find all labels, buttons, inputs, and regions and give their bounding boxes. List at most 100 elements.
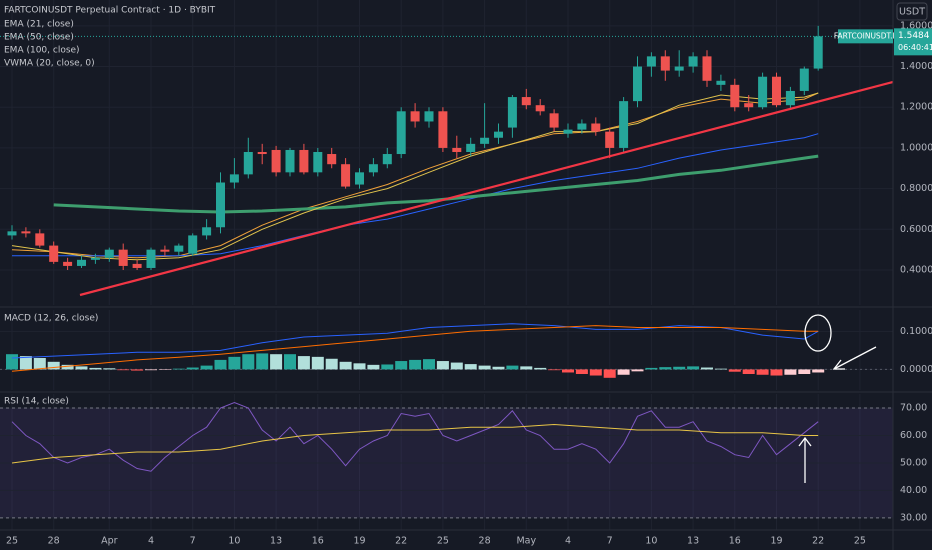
histogram-bar — [89, 367, 102, 370]
histogram-bar — [61, 364, 74, 370]
x-tick-label: 13 — [687, 536, 699, 547]
histogram-bar — [812, 369, 825, 373]
x-tick-label: 25 — [854, 536, 866, 547]
histogram-bar — [756, 369, 769, 375]
candle-body — [772, 76, 781, 106]
candle-body — [160, 249, 170, 252]
histogram-bar — [367, 364, 380, 370]
candle-body — [730, 84, 740, 108]
y-tick-label: 1.6000 — [900, 20, 932, 31]
candle-body — [577, 123, 587, 130]
highlight-circle — [804, 314, 832, 352]
histogram-bar — [200, 365, 213, 370]
histogram-bar — [270, 354, 283, 370]
histogram-bar — [645, 367, 658, 370]
histogram-bar — [506, 365, 519, 370]
candle-body — [7, 231, 17, 236]
macd-pane — [0, 323, 893, 378]
histogram-bar — [589, 369, 602, 376]
histogram-bar — [770, 369, 783, 376]
currency[interactable]: USDT — [899, 7, 925, 18]
symbol-tag-box — [838, 29, 893, 44]
x-tick-label: 25 — [437, 536, 449, 547]
histogram-bar — [701, 367, 713, 370]
rsi-line — [11, 401, 819, 472]
y-tick-label: 0.8000 — [900, 183, 932, 194]
candle-body — [146, 249, 156, 268]
axis-layer: 25 28 Apr 4 7 10 13 16 19 22 25 28 May 4 7 10 13 16 19 22 25… — [0, 20, 932, 547]
candle-body — [758, 76, 768, 108]
histogram-bar — [117, 369, 130, 371]
histogram-bar — [214, 359, 227, 370]
x-tick-label: Apr — [101, 536, 118, 547]
legend-entry: EMA (21, close) — [4, 20, 74, 30]
histogram-bar — [450, 362, 463, 370]
histogram-bar — [325, 358, 338, 370]
candle-body — [466, 143, 476, 152]
histogram-bar — [47, 361, 60, 370]
candle-body — [216, 182, 225, 228]
histogram-bar — [353, 363, 366, 370]
x-tick-label: 10 — [645, 536, 657, 547]
histogram-bar — [75, 366, 88, 370]
candle-body — [132, 263, 142, 268]
rsi-ma-line — [11, 423, 819, 464]
y-tick-label: 70.00 — [900, 403, 927, 414]
candle-body — [341, 164, 351, 187]
x-tick-label: 13 — [270, 536, 282, 547]
y-tick-label: 40.00 — [900, 485, 927, 496]
y-tick-label: 0.1000 — [900, 326, 932, 337]
histogram-bar — [423, 359, 435, 370]
currency-box[interactable] — [896, 2, 928, 21]
candle-body — [104, 249, 114, 258]
candle-body — [77, 259, 86, 266]
x-tick-label: 22 — [812, 536, 824, 547]
histogram-bar — [284, 354, 296, 370]
histogram-bar — [798, 369, 811, 374]
candle-body — [90, 257, 100, 260]
x-tick-label: 7 — [190, 536, 196, 547]
candle-body — [785, 90, 795, 106]
legend-entry: EMA (100, close) — [4, 46, 80, 56]
candle-body — [285, 149, 295, 173]
symbol-tag: FARTCOINUSDT.P — [834, 31, 898, 40]
rsi-pane — [11, 401, 819, 472]
histogram-bar — [381, 364, 394, 370]
candle-body — [619, 101, 629, 148]
histogram-bar — [520, 366, 533, 370]
y-tick-label: 60.00 — [900, 430, 927, 441]
histogram-bar — [562, 369, 574, 373]
marks-layer — [0, 25, 893, 472]
candle-body — [521, 97, 531, 106]
price-pane — [7, 25, 823, 271]
histogram-bar — [714, 368, 727, 370]
histogram-bar — [103, 368, 116, 370]
y-tick-label: 50.00 — [900, 457, 927, 468]
histogram-bar — [339, 361, 352, 370]
x-tick-label: May — [516, 536, 536, 547]
legend-entry: VWMA (20, close, 0) — [4, 59, 95, 69]
candle-body — [396, 111, 406, 155]
histogram-bar — [631, 369, 644, 372]
x-tick-label: 4 — [148, 536, 154, 547]
candle-body — [243, 151, 253, 175]
candle-body — [202, 227, 212, 236]
candle-body — [368, 164, 378, 173]
candle-body — [605, 131, 615, 148]
last-price-box — [894, 28, 932, 56]
y-tick-label: 1.4000 — [900, 61, 932, 72]
histogram-bar — [687, 366, 700, 370]
candle-body — [21, 231, 31, 234]
candle-body — [674, 66, 684, 71]
y-tick-label: 1.0000 — [900, 142, 932, 153]
histogram-bar — [19, 356, 32, 370]
candle-body — [299, 149, 309, 173]
candle-body — [63, 261, 73, 266]
x-tick-label: 10 — [228, 536, 240, 547]
candle-body — [424, 111, 434, 122]
candle-body — [813, 36, 823, 69]
histogram-bar — [158, 369, 171, 370]
histogram-bar — [311, 356, 324, 370]
histogram-bar — [145, 369, 157, 371]
